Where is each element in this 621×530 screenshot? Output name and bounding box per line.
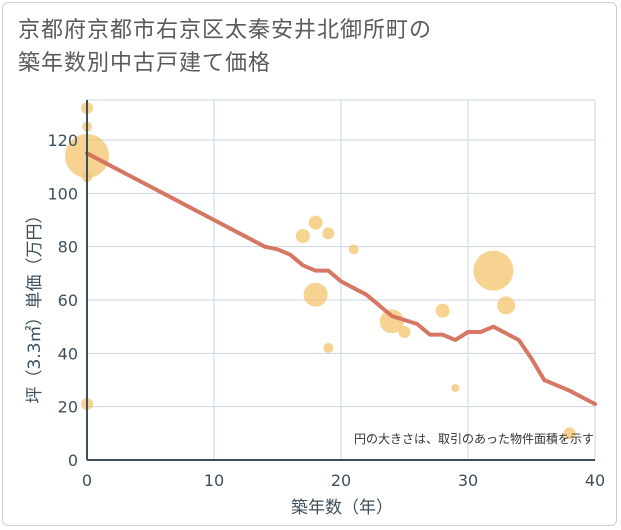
y-tick-label: 0 xyxy=(68,451,78,470)
x-tick-label: 30 xyxy=(458,471,478,490)
y-tick-label: 20 xyxy=(58,398,78,417)
chart-frame xyxy=(2,2,617,526)
bubbles xyxy=(65,102,576,440)
y-tick-label: 100 xyxy=(47,184,78,203)
chart-title: 京都府京都市右京区太秦安井北御所町の 築年数別中古戸建て価格 xyxy=(18,14,432,80)
y-tick-label: 40 xyxy=(58,344,78,363)
data-point xyxy=(563,427,576,440)
data-point xyxy=(451,384,460,392)
data-point xyxy=(308,215,323,230)
data-point xyxy=(379,309,404,334)
y-axis-label: 坪（3.3㎡）単価（万円） xyxy=(25,206,45,403)
tick-labels: 0 10 20 30 40 0 20 40 60 80 100 120 xyxy=(47,131,605,490)
x-axis-label: 築年数（年） xyxy=(291,498,393,518)
axes xyxy=(86,100,595,461)
title-line-2: 築年数別中古戸建て価格 xyxy=(18,51,272,76)
y-tick-label: 80 xyxy=(58,238,78,257)
data-point xyxy=(348,244,359,255)
y-tick-label: 120 xyxy=(47,131,78,150)
data-point xyxy=(435,303,450,318)
data-point xyxy=(295,229,310,243)
trend-line-group xyxy=(85,151,597,406)
x-tick-label: 40 xyxy=(585,471,605,490)
data-point xyxy=(322,227,335,240)
data-point xyxy=(497,296,516,315)
x-tick-label: 20 xyxy=(331,471,351,490)
x-tick-label: 10 xyxy=(204,471,224,490)
x-tick-label: 0 xyxy=(82,471,92,490)
grid xyxy=(87,99,596,460)
data-point xyxy=(398,326,411,338)
title-line-1: 京都府京都市右京区太秦安井北御所町の xyxy=(18,18,433,43)
trend-line xyxy=(85,151,597,406)
bubble-size-note: 円の大きさは、取引のあった物件面積を示す xyxy=(354,431,594,446)
data-point xyxy=(323,343,334,353)
y-tick-label: 60 xyxy=(58,291,78,310)
data-point xyxy=(303,282,328,307)
data-point xyxy=(473,250,514,291)
